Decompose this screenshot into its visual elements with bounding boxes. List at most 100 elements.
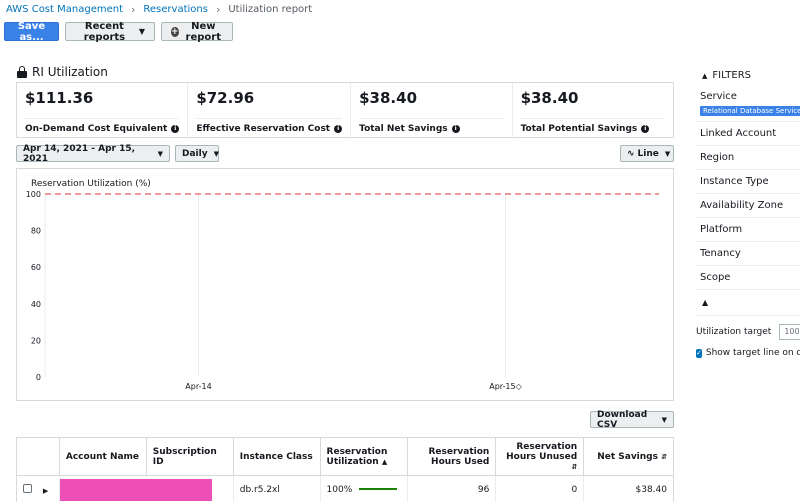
chart-y-ticks: 0 20 40 60 80 100 (26, 190, 41, 382)
column-header-hours-unused[interactable]: Reservation Hours Unused ⇵ (495, 437, 585, 476)
filter-tenancy[interactable]: Tenancy (696, 242, 800, 266)
filters-header[interactable]: ▲ FILTERS (696, 60, 800, 84)
filter-linked-account[interactable]: Linked Account (696, 122, 800, 146)
utilization-target: Utilization target 100% (696, 324, 800, 340)
chevron-right-icon: › (131, 2, 136, 16)
redacted-block (59, 478, 212, 501)
table-row[interactable]: ▶ db.r5.2xl 100% 96 0 $38.40 (16, 475, 674, 502)
breadcrumb: AWS Cost Management › Reservations › Uti… (6, 2, 312, 16)
row-checkbox[interactable] (23, 483, 32, 493)
caret-down-icon: ▼ (157, 149, 163, 158)
select-column-header (16, 437, 60, 476)
toolbar: Save as... Recent reports ▼ + New report (4, 20, 233, 43)
stat-on-demand-cost: $111.36 On-Demand Cost Equivalent i (17, 83, 189, 137)
column-header-hours-used[interactable]: Reservation Hours Used (407, 437, 497, 476)
download-csv-label: Download CSV (597, 409, 648, 430)
chart-grid (44, 194, 506, 377)
chart-x-ticks: Apr-14 Apr-15◇ (185, 382, 522, 391)
service-chip[interactable]: Relational Database Service (700, 106, 800, 116)
date-range-dropdown[interactable]: Apr 14, 2021 - Apr 15, 2021 ▼ (16, 144, 170, 164)
show-target-checkbox[interactable]: ✓ (696, 348, 702, 358)
caret-down-icon: ▼ (138, 27, 145, 36)
granularity-dropdown[interactable]: Daily ▼ (175, 145, 219, 162)
column-header-instance-class[interactable]: Instance Class (232, 437, 321, 476)
granularity-value: Daily (182, 148, 208, 159)
column-header-label: Reservation Utilization (326, 446, 388, 467)
row-select-cell: ▶ (16, 475, 60, 502)
utilization-chart: Reservation Utilization (%) 0 20 40 60 80 100… (16, 168, 674, 401)
redacted-account-cell (58, 475, 234, 502)
save-as-button[interactable]: Save as... (4, 21, 59, 43)
line-chart-icon: ∿ (627, 148, 635, 159)
stat-value: $111.36 (25, 89, 180, 119)
new-report-label: New report (185, 20, 221, 43)
filter-scope[interactable]: Scope (696, 266, 800, 290)
expand-caret-icon[interactable]: ▶ (42, 486, 49, 495)
filter-platform[interactable]: Platform (696, 218, 800, 242)
utilization-bar (359, 488, 398, 491)
summary-stats: $111.36 On-Demand Cost Equivalent i $72.9… (16, 82, 674, 138)
stat-label: Total Net Savings i (359, 124, 503, 134)
collapse-triangle-icon: ▲ (702, 71, 708, 80)
recent-reports-button[interactable]: Recent reports ▼ (65, 20, 155, 43)
utilization-table: Account Name Subscription ID Instance Cl… (16, 437, 674, 502)
table-header-row: Account Name Subscription ID Instance Cl… (16, 437, 674, 476)
column-header-label: Reservation Hours Unused (506, 441, 578, 462)
caret-down-icon: ▼ (213, 149, 219, 158)
filter-label: Service (700, 91, 737, 102)
stat-label: Total Potential Savings i (521, 124, 665, 134)
instance-class-cell: db.r5.2xl (232, 475, 321, 502)
info-icon[interactable]: i (171, 125, 180, 133)
stat-total-potential-savings: $38.40 Total Potential Savings i (513, 83, 673, 137)
breadcrumb-cost-management[interactable]: AWS Cost Management (6, 3, 123, 15)
info-icon[interactable]: i (451, 125, 460, 133)
sort-icon: ⇵ (571, 462, 578, 471)
new-report-button[interactable]: + New report (161, 20, 233, 43)
chart-svg: Reservation Utilization (%) 0 20 40 60 80 100… (26, 179, 659, 391)
stat-label: Effective Reservation Cost i (196, 124, 343, 134)
filter-region[interactable]: Region (696, 146, 800, 170)
info-icon[interactable]: i (334, 125, 343, 133)
collapse-triangle-icon: ▲ (702, 298, 709, 307)
stat-total-net-savings: $38.40 Total Net Savings i (351, 83, 513, 137)
section-title-text: RI Utilization (32, 65, 108, 79)
chart-type-dropdown[interactable]: ∿ Line ▼ (620, 145, 674, 162)
y-tick-label: 60 (31, 263, 41, 272)
filters-panel: ▲ FILTERS Service Relational Database Se… (696, 60, 800, 358)
filter-availability-zone[interactable]: Availability Zone (696, 194, 800, 218)
sort-asc-icon: ▲ (381, 457, 388, 466)
utilization-target-input[interactable]: 100% (779, 324, 800, 340)
hours-unused-cell: 0 (495, 475, 584, 502)
sort-icon: ⇵ (661, 452, 667, 461)
filter-service[interactable]: Service Relational Database Service (696, 84, 800, 122)
x-tick-label: Apr-14 (185, 382, 211, 391)
filter-instance-type[interactable]: Instance Type (696, 170, 800, 194)
utilization-cell: 100% (319, 475, 408, 502)
show-target-label: Show target line on chart (705, 348, 800, 358)
stat-value: $38.40 (359, 89, 504, 119)
hours-used-cell: 96 (407, 475, 496, 502)
download-csv-button[interactable]: Download CSV ▼ (590, 409, 674, 430)
stat-value: $72.96 (196, 89, 343, 119)
stat-value: $38.40 (520, 89, 665, 119)
net-savings-cell: $38.40 (583, 475, 674, 502)
info-icon[interactable]: i (641, 125, 650, 133)
column-header-subscription-id[interactable]: Subscription ID (145, 437, 234, 476)
utilization-target-label: Utilization target (696, 327, 772, 337)
caret-down-icon: ▼ (661, 415, 667, 424)
show-target-line: ✓ Show target line on chart (696, 348, 800, 358)
breadcrumb-reservations[interactable]: Reservations (143, 3, 208, 15)
chart-ylabel: Reservation Utilization (%) (31, 179, 151, 189)
column-header-reservation-utilization[interactable]: Reservation Utilization ▲ (319, 437, 409, 476)
chart-type-value: Line (637, 148, 659, 159)
section-title: RI Utilization (17, 65, 108, 79)
x-tick-label: Apr-15◇ (489, 382, 522, 391)
utilization-value: 100% (326, 484, 353, 495)
advanced-options-toggle[interactable]: ▲ (696, 290, 800, 316)
column-header-account-name[interactable]: Account Name (58, 437, 147, 476)
recent-reports-label: Recent reports (83, 20, 126, 43)
caret-down-icon: ▼ (664, 149, 671, 158)
stat-label-text: Effective Reservation Cost (196, 124, 331, 134)
stat-label-text: Total Net Savings (359, 124, 448, 134)
column-header-net-savings[interactable]: Net Savings ⇵ (583, 437, 674, 476)
